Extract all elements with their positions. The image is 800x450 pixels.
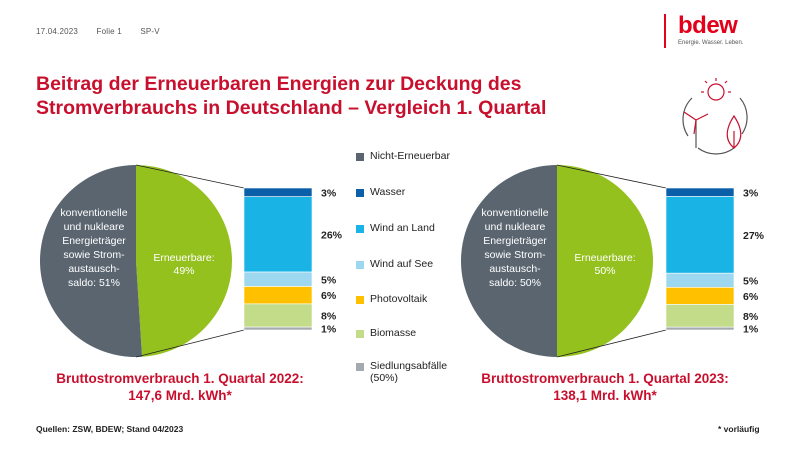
bar-segment (665, 287, 735, 305)
legend-swatch (356, 153, 364, 161)
bar-segment (243, 303, 313, 328)
bar-segment (243, 196, 313, 273)
bdew-logo: bdew Energie. Wasser. Leben. (678, 12, 778, 47)
legend-swatch (356, 225, 364, 233)
pie-label-conventional: und nukleare (485, 221, 546, 233)
bar-value-label: 1% (743, 324, 759, 336)
logo-tagline: Energie. Wasser. Leben. (678, 40, 744, 46)
renewable-energy-icon (682, 78, 748, 155)
pie-label-conventional: sowie Strom- (63, 249, 125, 261)
pie-slice-conventional (461, 165, 557, 357)
pie-label-conventional: und nukleare (64, 221, 125, 233)
caption-2022-line2: 147,6 Mrd. kWh* (128, 388, 232, 403)
bar-segment (243, 187, 313, 197)
pie-label-conventional: saldo: 50% (489, 277, 541, 289)
logo-divider (664, 14, 666, 48)
legend-swatch (356, 261, 364, 269)
slide-number: Folie 1 (96, 27, 122, 36)
pie-label-conventional: austausch- (489, 263, 541, 275)
legend-item: Wind auf See (356, 258, 433, 270)
bar-value-label: 6% (743, 291, 759, 303)
bar-value-label: 27% (743, 230, 765, 242)
pie-label-renewables: Erneuerbare: (153, 252, 214, 264)
caption-2023: Bruttostromverbrauch 1. Quartal 2023: 13… (455, 370, 755, 404)
pie-label-conventional: konventionelle (481, 207, 548, 219)
slide-code: SP-V (140, 27, 160, 36)
legend-swatch (356, 189, 364, 197)
bar-segment (665, 272, 735, 288)
caption-2022: Bruttostromverbrauch 1. Quartal 2022: 14… (30, 370, 330, 404)
legend-label: Wasser (370, 186, 406, 198)
bar-segment (243, 271, 313, 287)
connector-line (556, 164, 667, 189)
connector-line (556, 329, 667, 358)
bar-value-label: 8% (743, 311, 759, 323)
connector-line (135, 329, 245, 358)
pie-slice-renewables (136, 165, 233, 357)
legend-swatch (356, 296, 364, 304)
bar-value-label: 1% (321, 324, 337, 336)
bar-value-label: 8% (321, 311, 337, 323)
pie-label-conventional: konventionelle (60, 207, 127, 219)
legend-label: Wind an Land (370, 222, 435, 234)
pie-label-conventional: austausch- (68, 263, 120, 275)
slide-date: 17.04.2023 (36, 27, 79, 36)
legend-item: Nicht-Erneuerbar (356, 150, 450, 162)
bar-segment (665, 187, 735, 197)
legend-label: Biomasse (370, 327, 417, 339)
bar-value-label: 3% (321, 187, 337, 199)
bar-value-label: 6% (321, 290, 337, 302)
caption-2023-line2: 138,1 Mrd. kWh* (553, 388, 657, 403)
pie-label-conventional: sowie Strom- (484, 249, 546, 261)
pie-label-conventional: saldo: 51% (68, 277, 120, 289)
bar-value-label: 5% (321, 274, 337, 286)
connector-line (135, 164, 245, 189)
pie-label-renewables: Erneuerbare: (574, 252, 635, 264)
legend-label-note: (50%) (370, 372, 399, 384)
pie-label-renewables: 50% (594, 265, 615, 277)
bar-segment (243, 286, 313, 305)
legend-item: Wasser (356, 186, 405, 198)
legend-label: Wind auf See (370, 258, 434, 270)
bar-value-label: 3% (743, 187, 759, 199)
legend-label: Photovoltaik (370, 293, 428, 305)
caption-2023-line1: Bruttostromverbrauch 1. Quartal 2023: (481, 371, 729, 386)
bar-value-label: 26% (321, 229, 343, 241)
legend-item: Biomasse (356, 327, 416, 339)
slide-meta: 17.04.2023 Folie 1 SP-V (36, 27, 176, 36)
legend-item: Photovoltaik (356, 293, 427, 305)
caption-2022-line1: Bruttostromverbrauch 1. Quartal 2022: (56, 371, 304, 386)
logo-wordmark: bdew (678, 12, 738, 39)
legend-label: Siedlungsabfälle (50%) (370, 360, 448, 384)
pie-slice-conventional (40, 165, 143, 357)
sources-note: Quellen: ZSW, BDEW; Stand 04/2023 (36, 424, 184, 434)
bar-segment (665, 196, 735, 274)
bar-value-label: 5% (743, 275, 759, 287)
legend-item: Siedlungsabfälle (50%) (356, 360, 447, 384)
preliminary-note: * vorläufig (718, 424, 760, 434)
pie-label-conventional: Energieträger (62, 235, 126, 247)
pie-label-conventional: Energieträger (483, 235, 547, 247)
bar-segment (243, 326, 313, 331)
pie-slice-renewables (557, 165, 653, 357)
legend-swatch (356, 330, 364, 338)
page-title: Beitrag der Erneuerbaren Energien zur De… (36, 73, 547, 119)
pie-label-renewables: 49% (173, 265, 194, 277)
legend-item: Wind an Land (356, 222, 435, 234)
legend-swatch (356, 363, 364, 371)
bar-segment (665, 326, 735, 331)
bar-segment (665, 304, 735, 328)
legend-label: Nicht-Erneuerbar (370, 150, 450, 162)
